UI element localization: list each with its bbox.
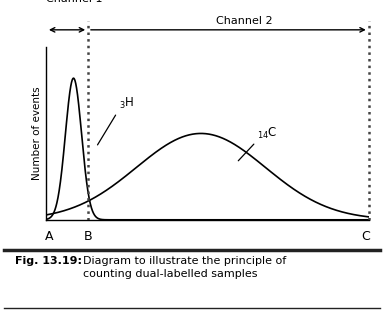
Text: $_{14}$C: $_{14}$C [257, 126, 278, 141]
Y-axis label: Number of events: Number of events [32, 87, 42, 180]
Text: Fig. 13.19:: Fig. 13.19: [15, 256, 82, 266]
Text: Channel 1: Channel 1 [46, 0, 103, 4]
Text: $_3$H: $_3$H [119, 96, 134, 111]
Text: A: A [45, 230, 53, 243]
Text: Channel 2: Channel 2 [216, 16, 273, 26]
Text: B: B [84, 230, 92, 243]
Text: C: C [361, 230, 370, 243]
Text: Diagram to illustrate the principle of
counting dual-labelled samples: Diagram to illustrate the principle of c… [83, 256, 286, 279]
